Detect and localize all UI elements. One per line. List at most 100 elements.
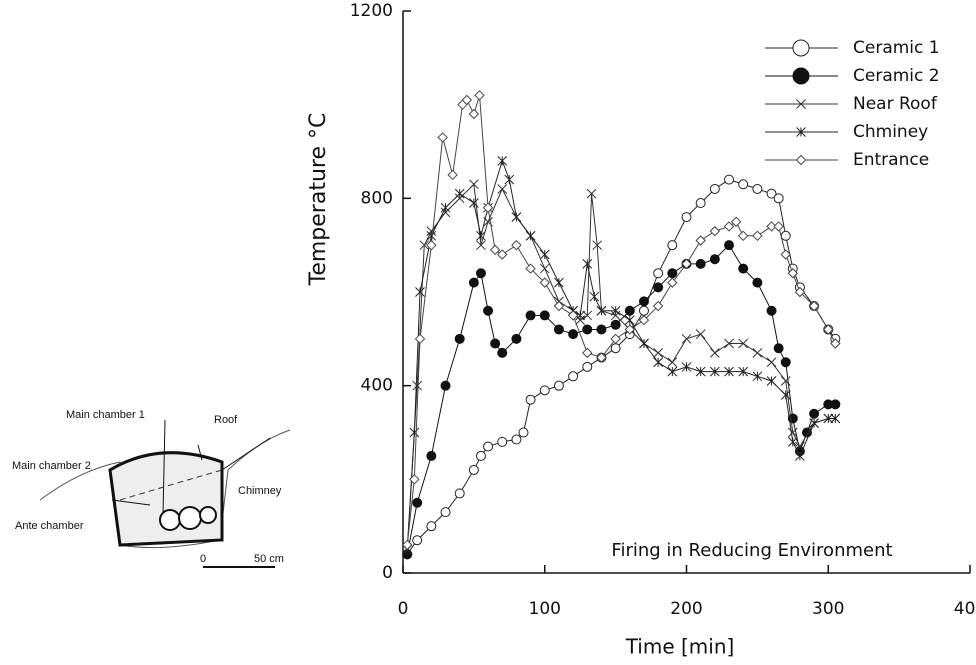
marker-part bbox=[596, 305, 607, 316]
marker-part bbox=[653, 348, 664, 358]
point bbox=[794, 286, 806, 298]
marker-part bbox=[709, 254, 720, 265]
point bbox=[795, 154, 807, 166]
point bbox=[412, 497, 423, 508]
point bbox=[525, 310, 536, 321]
marker-part bbox=[553, 324, 564, 335]
point bbox=[766, 376, 777, 386]
point bbox=[823, 324, 834, 335]
point bbox=[638, 305, 649, 316]
marker-part bbox=[724, 174, 735, 185]
marker-part bbox=[489, 244, 501, 256]
point bbox=[695, 235, 706, 246]
point bbox=[809, 418, 819, 428]
point bbox=[440, 202, 451, 213]
marker-part bbox=[568, 329, 579, 340]
marker-part bbox=[780, 249, 791, 260]
point bbox=[639, 338, 649, 349]
marker-part bbox=[454, 333, 465, 344]
marker-part bbox=[724, 338, 734, 349]
marker-part bbox=[596, 352, 607, 363]
marker-part bbox=[454, 188, 465, 199]
point bbox=[440, 507, 451, 518]
marker-part bbox=[738, 338, 749, 349]
marker-part bbox=[780, 390, 791, 400]
point bbox=[752, 183, 763, 194]
inset-label: Chimney bbox=[238, 485, 282, 497]
y-tick-label: 0 bbox=[382, 563, 393, 583]
marker-part bbox=[610, 305, 621, 316]
point bbox=[752, 348, 763, 358]
marker-part bbox=[497, 156, 508, 166]
marker-part bbox=[525, 263, 536, 274]
marker-part bbox=[730, 216, 742, 227]
point bbox=[469, 198, 479, 208]
marker-part bbox=[402, 539, 413, 551]
point bbox=[476, 230, 486, 241]
marker-part bbox=[639, 338, 649, 349]
point bbox=[653, 348, 664, 358]
marker-part bbox=[567, 310, 579, 321]
marker-part bbox=[773, 193, 784, 204]
point bbox=[497, 184, 508, 194]
x-tick-label: 0 bbox=[398, 599, 409, 619]
point bbox=[589, 291, 600, 302]
point bbox=[539, 277, 550, 288]
marker-part bbox=[780, 230, 791, 241]
point bbox=[695, 329, 706, 340]
point bbox=[724, 366, 734, 377]
point bbox=[752, 277, 763, 288]
marker-part bbox=[525, 230, 536, 241]
point bbox=[426, 230, 437, 241]
legend-label: Chminey bbox=[853, 122, 928, 142]
marker-part bbox=[681, 212, 692, 223]
marker-part bbox=[511, 239, 522, 251]
marker-part bbox=[483, 441, 494, 452]
marker-part bbox=[695, 198, 706, 209]
marker-part bbox=[695, 235, 706, 246]
marker-part bbox=[808, 300, 820, 312]
point bbox=[468, 108, 480, 120]
series-line bbox=[406, 95, 836, 545]
marker-part bbox=[475, 268, 486, 279]
marker-part bbox=[525, 310, 536, 321]
marker-part bbox=[504, 174, 515, 185]
point bbox=[724, 174, 735, 185]
marker-part bbox=[667, 240, 678, 251]
point bbox=[624, 305, 635, 316]
point bbox=[730, 216, 742, 227]
marker-part bbox=[667, 268, 678, 279]
point bbox=[440, 207, 451, 218]
marker-part bbox=[592, 240, 603, 251]
point bbox=[414, 333, 426, 345]
marker-part bbox=[766, 305, 777, 316]
point bbox=[667, 240, 678, 251]
point bbox=[610, 305, 621, 316]
point bbox=[652, 300, 664, 312]
marker-part bbox=[752, 183, 763, 194]
point bbox=[454, 333, 465, 344]
marker-part bbox=[539, 385, 550, 396]
point bbox=[723, 221, 735, 232]
point bbox=[681, 333, 692, 344]
point bbox=[787, 268, 799, 279]
point bbox=[780, 249, 791, 260]
legend-item: Ceramic 1 bbox=[765, 38, 940, 58]
marker-part bbox=[575, 315, 586, 325]
point bbox=[681, 212, 692, 223]
point bbox=[440, 380, 451, 391]
marker-part bbox=[412, 380, 423, 391]
marker-part bbox=[653, 357, 664, 368]
point bbox=[497, 249, 508, 260]
marker-part bbox=[412, 497, 423, 508]
marker-part bbox=[468, 277, 479, 288]
legend-label: Ceramic 2 bbox=[853, 66, 940, 86]
marker-part bbox=[809, 408, 820, 419]
point bbox=[582, 310, 593, 321]
marker-part bbox=[695, 329, 706, 340]
point bbox=[596, 352, 607, 363]
marker-part bbox=[468, 108, 480, 120]
marker-part bbox=[461, 94, 472, 106]
marker-part bbox=[667, 357, 678, 368]
point bbox=[539, 263, 550, 274]
